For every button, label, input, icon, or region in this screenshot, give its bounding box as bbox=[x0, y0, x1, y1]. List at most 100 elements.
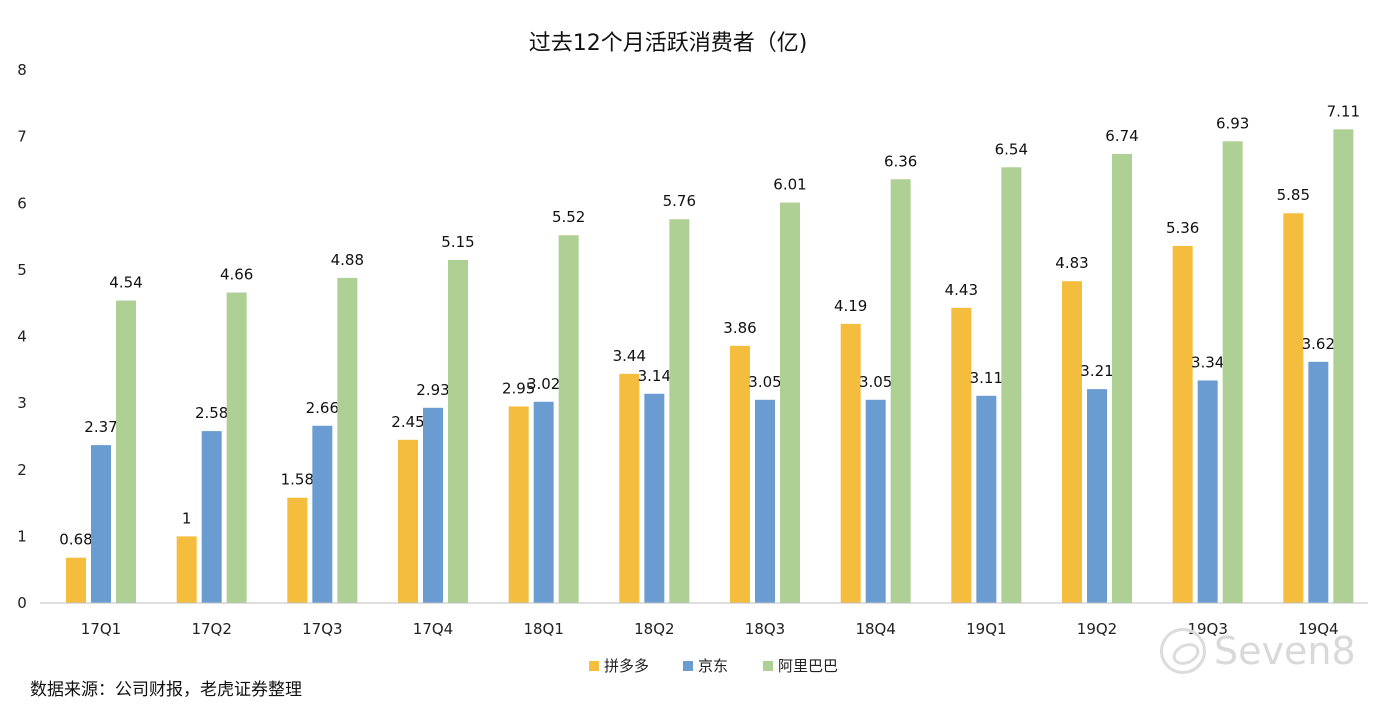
x-tick-label: 17Q4 bbox=[413, 620, 453, 638]
data-label: 2.58 bbox=[195, 404, 228, 422]
y-tick-label: 5 bbox=[17, 261, 27, 279]
legend: 拼多多 京东 阿里巴巴 bbox=[589, 657, 838, 675]
bar bbox=[1308, 361, 1329, 603]
legend-swatch bbox=[589, 661, 599, 671]
bars: 0.68 2.37 4.54 1 2.58 4.66 1.58 2.66 4.88 2.45 2.9… bbox=[59, 102, 1360, 604]
data-label: 2.95 bbox=[502, 379, 535, 397]
y-tick-label: 4 bbox=[17, 328, 27, 346]
weibo-logo-icon bbox=[1160, 628, 1206, 674]
data-label: 6.74 bbox=[1105, 127, 1138, 145]
x-tick-label: 17Q2 bbox=[191, 620, 231, 638]
data-label: 5.76 bbox=[663, 192, 696, 210]
bar bbox=[1197, 380, 1218, 603]
bar bbox=[337, 277, 358, 603]
data-label: 3.05 bbox=[859, 373, 892, 391]
bar bbox=[558, 235, 579, 604]
bar bbox=[201, 431, 222, 603]
bar bbox=[951, 307, 972, 603]
data-label: 5.85 bbox=[1277, 186, 1310, 204]
data-label: 5.52 bbox=[552, 208, 585, 226]
x-axis: 17Q1 17Q2 17Q3 17Q4 18Q1 18Q2 18Q3 18Q4 19Q1 19Q2… bbox=[40, 602, 1368, 638]
bar bbox=[287, 497, 308, 603]
bar bbox=[533, 401, 554, 603]
bar bbox=[1112, 153, 1132, 603]
data-label: 4.19 bbox=[834, 297, 867, 315]
y-tick-label: 6 bbox=[17, 194, 27, 212]
bar bbox=[176, 536, 197, 603]
x-tick-label: 18Q3 bbox=[745, 620, 785, 638]
bar bbox=[91, 445, 111, 603]
y-tick-label: 3 bbox=[17, 394, 27, 412]
data-label: 2.93 bbox=[416, 381, 449, 399]
x-tick-label: 17Q3 bbox=[302, 620, 342, 638]
bar bbox=[755, 399, 775, 603]
data-label: 4.43 bbox=[945, 281, 978, 299]
bar bbox=[890, 179, 911, 603]
bar bbox=[508, 406, 529, 603]
legend-label: 京东 bbox=[698, 657, 728, 675]
watermark-text: Seven8 bbox=[1214, 629, 1356, 673]
data-label: 3.05 bbox=[748, 373, 781, 391]
bar bbox=[66, 557, 86, 603]
legend-label: 阿里巴巴 bbox=[778, 657, 838, 675]
bar bbox=[730, 345, 750, 603]
bar bbox=[619, 373, 640, 603]
data-label: 3.02 bbox=[527, 375, 560, 393]
bar bbox=[312, 425, 333, 603]
data-label: 6.93 bbox=[1216, 114, 1249, 132]
data-label: 3.21 bbox=[1080, 362, 1113, 380]
bar bbox=[1172, 245, 1193, 603]
x-tick-label: 17Q1 bbox=[81, 620, 121, 638]
x-tick-label: 18Q4 bbox=[855, 620, 895, 638]
data-label: 4.66 bbox=[220, 266, 253, 284]
legend-swatch bbox=[683, 661, 693, 671]
data-label: 0.68 bbox=[59, 531, 92, 549]
bar bbox=[1222, 141, 1243, 603]
data-label: 6.54 bbox=[995, 140, 1028, 158]
bar bbox=[1001, 167, 1022, 603]
bar bbox=[780, 202, 800, 604]
bar bbox=[865, 399, 886, 603]
y-tick-label: 0 bbox=[17, 594, 27, 612]
legend-swatch bbox=[763, 661, 773, 671]
bar bbox=[116, 300, 136, 603]
x-tick-label: 18Q1 bbox=[523, 620, 563, 638]
data-label: 1.58 bbox=[281, 471, 314, 489]
data-label: 6.01 bbox=[773, 176, 806, 194]
y-tick-label: 7 bbox=[17, 128, 27, 146]
data-label: 3.86 bbox=[723, 319, 756, 337]
y-tick-label: 8 bbox=[17, 61, 27, 79]
data-label: 6.36 bbox=[884, 152, 917, 170]
bar bbox=[644, 393, 665, 603]
watermark: Seven8 bbox=[1160, 628, 1356, 674]
data-label: 5.36 bbox=[1166, 219, 1199, 237]
data-label: 3.11 bbox=[970, 369, 1003, 387]
data-label: 5.15 bbox=[441, 233, 474, 251]
data-label: 2.66 bbox=[306, 399, 339, 417]
bar bbox=[1087, 389, 1107, 603]
bar bbox=[1333, 129, 1354, 603]
bar bbox=[976, 395, 997, 603]
data-label: 3.44 bbox=[613, 347, 646, 365]
source-note: 数据来源：公司财报，老虎证券整理 bbox=[30, 680, 302, 700]
data-label: 7.11 bbox=[1327, 102, 1360, 120]
data-label: 1 bbox=[182, 509, 192, 527]
data-label: 4.83 bbox=[1055, 254, 1088, 272]
x-tick-label: 18Q2 bbox=[634, 620, 674, 638]
bar bbox=[840, 323, 861, 603]
bar bbox=[226, 292, 247, 603]
y-tick-label: 2 bbox=[17, 461, 27, 479]
bar bbox=[1283, 213, 1304, 603]
data-label: 2.37 bbox=[84, 418, 117, 436]
x-tick-label: 19Q4 bbox=[1298, 620, 1338, 638]
legend-label: 拼多多 bbox=[604, 657, 649, 675]
bar bbox=[1062, 281, 1082, 603]
data-label: 3.14 bbox=[638, 367, 671, 385]
x-tick-label: 19Q2 bbox=[1077, 620, 1117, 638]
data-label: 4.88 bbox=[331, 251, 364, 269]
bar bbox=[669, 219, 690, 604]
chart-title: 过去12个月活跃消费者（亿) bbox=[529, 31, 808, 56]
data-label: 4.54 bbox=[109, 274, 142, 292]
bar bbox=[398, 439, 418, 603]
